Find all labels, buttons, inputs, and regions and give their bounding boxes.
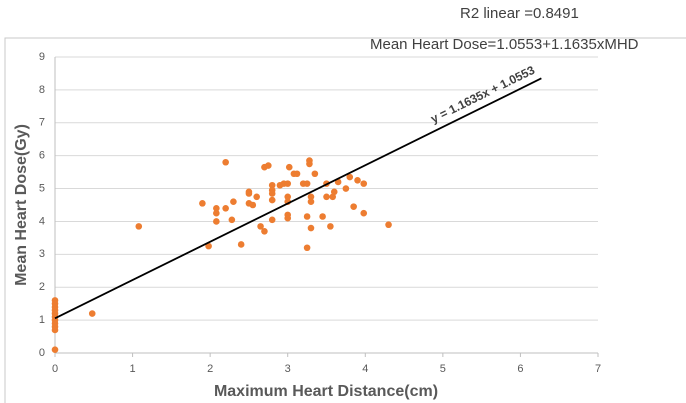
point — [213, 218, 220, 225]
point — [284, 180, 292, 187]
point — [303, 244, 311, 252]
point — [51, 297, 59, 304]
x-tick-label: 4 — [362, 363, 368, 375]
point — [342, 185, 350, 192]
point — [268, 181, 276, 189]
point — [306, 160, 313, 168]
point — [323, 193, 330, 201]
y-tick-label: 5 — [39, 182, 45, 194]
point — [245, 190, 253, 197]
x-tick-label: 7 — [595, 363, 601, 375]
annotation: R2 linear =0.8491 — [460, 5, 579, 22]
y-tick-label: 8 — [39, 84, 45, 96]
point — [360, 180, 368, 187]
point — [307, 193, 315, 201]
point — [222, 158, 229, 166]
point — [230, 198, 237, 206]
point — [307, 224, 315, 232]
point — [327, 223, 334, 230]
point — [257, 223, 264, 230]
point — [268, 190, 276, 197]
point — [253, 193, 260, 201]
point — [311, 170, 319, 178]
y-axis-title: Mean Heart Dose(Gy) — [13, 124, 30, 286]
annotation: Mean Heart Dose=1.0553+1.1635xMHD — [370, 36, 639, 53]
point — [268, 196, 276, 204]
x-tick-label: 5 — [440, 363, 446, 375]
point — [293, 170, 301, 178]
point — [360, 209, 368, 217]
point — [346, 173, 354, 181]
point — [135, 223, 143, 230]
x-tick-label: 1 — [130, 363, 136, 375]
point — [284, 214, 292, 222]
point — [237, 241, 245, 248]
point — [354, 177, 361, 184]
point — [385, 221, 392, 229]
point — [265, 162, 272, 169]
point — [261, 228, 268, 235]
y-tick-label: 1 — [39, 314, 45, 326]
point — [213, 209, 220, 217]
y-tick-label: 4 — [39, 215, 45, 227]
point — [228, 216, 236, 224]
x-tick-label: 6 — [517, 363, 523, 375]
point — [88, 310, 96, 317]
x-axis-title: Maximum Heart Distance(cm) — [214, 383, 438, 400]
point — [303, 180, 311, 187]
y-tick-label: 0 — [39, 347, 45, 359]
x-tick-label: 3 — [285, 363, 291, 375]
trendline — [54, 77, 542, 320]
point — [222, 204, 229, 212]
point — [303, 213, 311, 220]
point — [51, 346, 59, 354]
x-tick-label: 0 — [52, 363, 58, 375]
point — [205, 242, 212, 250]
point — [199, 200, 206, 207]
point — [268, 216, 276, 224]
point — [350, 203, 357, 210]
y-tick-label: 7 — [39, 117, 45, 129]
point — [285, 163, 293, 171]
point — [330, 188, 338, 196]
point — [307, 198, 315, 206]
y-tick-label: 9 — [39, 51, 45, 63]
point — [284, 193, 292, 201]
x-tick-label: 2 — [207, 363, 213, 375]
point — [249, 201, 257, 209]
y-tick-label: 2 — [39, 281, 45, 293]
point — [319, 213, 326, 220]
chart-frame — [4, 37, 686, 403]
point — [213, 204, 220, 212]
trendline-label: y = 1.1635x + 1.0553 — [428, 63, 537, 126]
y-tick-label: 6 — [39, 150, 45, 162]
y-tick-label: 3 — [39, 248, 45, 260]
